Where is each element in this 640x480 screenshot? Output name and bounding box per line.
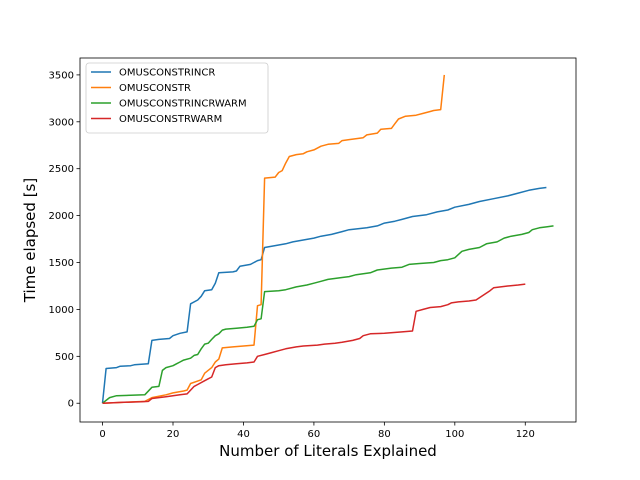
x-tick-label: 40	[237, 429, 250, 440]
x-tick-label: 80	[378, 429, 391, 440]
x-tick-label: 60	[308, 429, 321, 440]
x-tick-label: 20	[167, 429, 180, 440]
x-axis-label: Number of Literals Explained	[219, 442, 437, 460]
x-tick-label: 0	[99, 429, 105, 440]
y-tick-label: 1500	[49, 258, 74, 269]
y-tick-label: 500	[55, 352, 74, 363]
y-axis-ticks: 0 500 1000 1500 2000 2500 3000 3500	[49, 70, 80, 410]
legend-entry: OMUSCONSTRINCR	[119, 68, 215, 79]
y-tick-label: 2500	[49, 164, 74, 175]
x-tick-label: 120	[516, 429, 535, 440]
legend: OMUSCONSTRINCR OMUSCONSTR OMUSCONSTRINCRWA…	[85, 62, 269, 134]
series-layer	[101, 74, 554, 404]
legend-entry: OMUSCONSTRWARM	[119, 114, 222, 125]
series-line-omusconstr	[102, 74, 446, 404]
legend-entry: OMUSCONSTR	[119, 83, 191, 94]
y-tick-label: 3500	[49, 70, 74, 81]
series-line-omusconstrwarm	[102, 283, 526, 404]
plot-frame	[79, 57, 577, 423]
y-tick-label: 1000	[49, 305, 74, 316]
legend-frame	[85, 62, 269, 134]
y-axis-label: Time elapsed [s]	[21, 178, 39, 303]
y-tick-label: 3000	[49, 117, 74, 128]
x-axis-ticks: 0 20 40 60 80 100 120	[99, 422, 535, 440]
series-line-omusconstrincrwarm	[102, 225, 554, 404]
x-tick-label: 100	[445, 429, 464, 440]
y-tick-label: 0	[68, 399, 74, 410]
legend-entry: OMUSCONSTRINCRWARM	[119, 99, 247, 110]
series-line-omusconstrincr	[101, 186, 547, 404]
y-tick-label: 2000	[49, 211, 74, 222]
